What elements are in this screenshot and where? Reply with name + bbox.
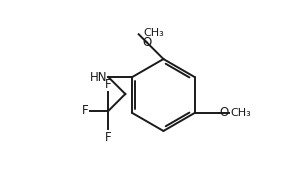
Text: F: F bbox=[81, 105, 88, 117]
Text: F: F bbox=[105, 78, 112, 91]
Text: F: F bbox=[105, 131, 112, 144]
Text: CH₃: CH₃ bbox=[143, 28, 164, 38]
Text: O: O bbox=[143, 36, 152, 49]
Text: O: O bbox=[219, 106, 228, 120]
Text: CH₃: CH₃ bbox=[231, 108, 251, 118]
Text: HN: HN bbox=[90, 70, 107, 84]
